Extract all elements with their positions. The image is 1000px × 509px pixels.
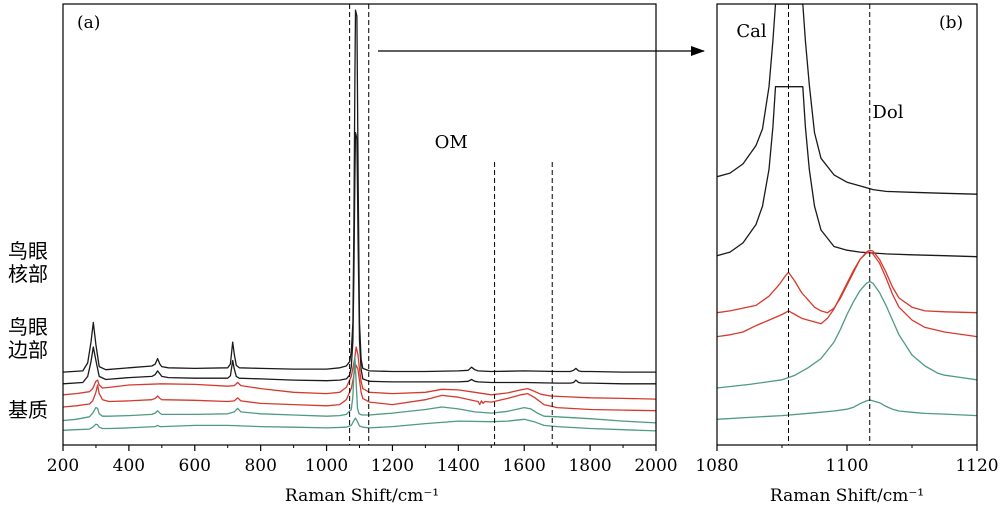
- spectrum-line-matrix-1: [63, 356, 656, 424]
- row-label-matrix: 基质: [8, 398, 48, 422]
- panel-a-reference-lines: [349, 4, 553, 445]
- x-tick-label: 1400: [437, 456, 480, 476]
- spectrum-line-matrix-1: [717, 280, 977, 389]
- row-label-core-line1: 鸟眼: [8, 239, 48, 263]
- x-tick-label: 1600: [503, 456, 546, 476]
- spectrum-line-core-2: [63, 131, 656, 385]
- dol-annotation: Dol: [872, 102, 903, 123]
- spectrum-line-matrix-2: [717, 399, 977, 420]
- panel-a-x-ticks: 200 400 600 800 1000 1200 1400 1600 1800 2000: [47, 445, 678, 476]
- row-labels: 鸟眼 核部 鸟眼 边部 基质: [8, 239, 48, 422]
- spectrum-line-core-1: [717, 4, 977, 195]
- row-label-core-line2: 核部: [8, 262, 48, 286]
- row-label-rim-line2: 边部: [8, 338, 48, 362]
- x-tick-label: 400: [113, 456, 145, 476]
- panel-b-tag: (b): [939, 13, 963, 33]
- panel-b-reference-lines: [788, 4, 871, 445]
- x-tick-label: 600: [179, 456, 211, 476]
- panel-a-frame: [62, 3, 657, 446]
- panel-a: 200 400 600 800 1000 1200 1400 1600 1800 2000 (a)…: [47, 3, 678, 506]
- row-label-rim-line1: 鸟眼: [8, 315, 48, 339]
- x-tick-label: 1080: [695, 456, 738, 476]
- spectrum-line-matrix-2: [63, 417, 656, 432]
- x-tick-label: 1200: [371, 456, 414, 476]
- panel-a-tag: (a): [77, 13, 100, 33]
- panel-a-x-axis-label: Raman Shift/cm⁻¹: [285, 486, 439, 506]
- panel-a-curves: [63, 9, 656, 432]
- spectrum-line-core-2: [717, 86, 977, 258]
- spectrum-line-rim-1: [717, 249, 977, 314]
- x-tick-label: 1000: [305, 456, 348, 476]
- x-tick-label: 1800: [568, 456, 611, 476]
- om-annotation: OM: [435, 132, 468, 153]
- spectrum-line-core-1: [63, 9, 656, 373]
- cal-annotation: Cal: [736, 21, 767, 42]
- panel-b: 1080 1100 1120 (b) Cal Dol Raman Shift/cm⁻…: [695, 3, 999, 506]
- x-tick-label: 1120: [955, 456, 998, 476]
- panel-b-curves: [717, 4, 977, 420]
- x-tick-label: 2000: [634, 456, 677, 476]
- panel-b-x-ticks: 1080 1100 1120: [695, 445, 999, 476]
- x-tick-label: 200: [47, 456, 79, 476]
- x-tick-label: 800: [244, 456, 276, 476]
- x-tick-label: 1100: [825, 456, 868, 476]
- spectrum-line-rim-2: [717, 251, 977, 338]
- panel-b-x-axis-label: Raman Shift/cm⁻¹: [770, 486, 924, 506]
- panel-b-frame: [716, 3, 978, 446]
- spectrum-line-rim-1: [63, 346, 656, 400]
